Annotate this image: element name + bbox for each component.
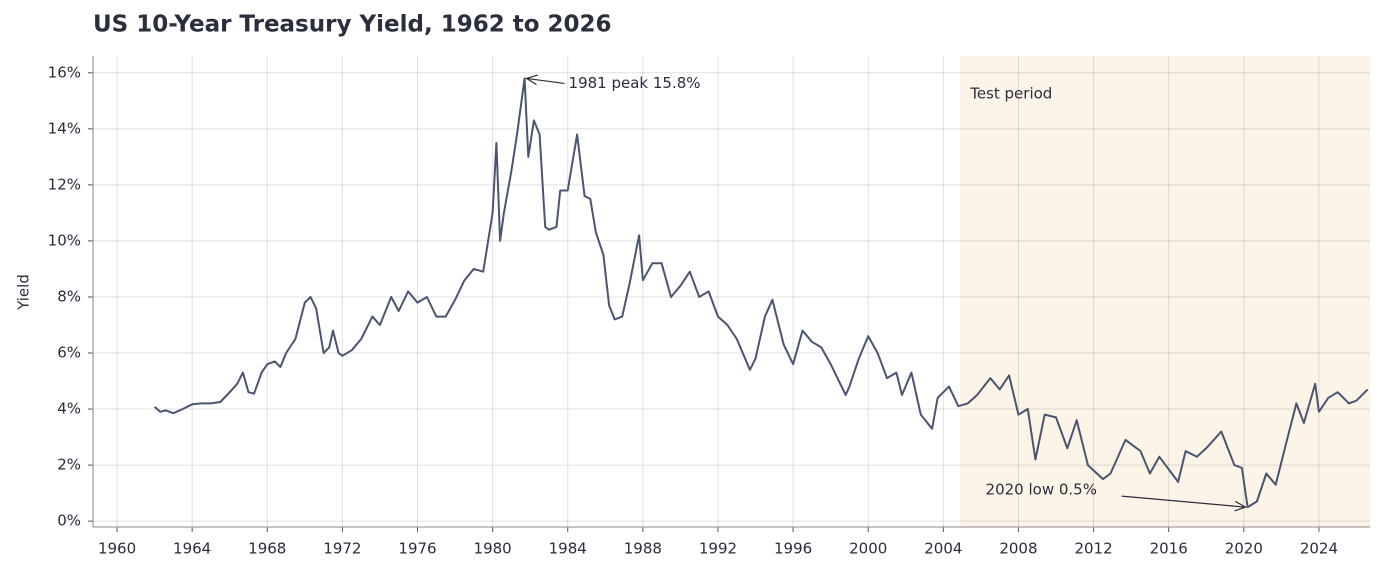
x-tick-label: 2012 (1074, 540, 1112, 558)
x-tick-label: 2008 (999, 540, 1037, 558)
y-tick-label: 14% (48, 119, 81, 137)
y-tick-label: 12% (48, 175, 81, 193)
annotation-text: 1981 peak 15.8% (569, 74, 701, 92)
y-tick-label: 10% (48, 231, 81, 249)
x-tick-label: 1996 (774, 540, 812, 558)
annotation-arrow (527, 78, 565, 83)
y-axis-label: Yield (15, 274, 33, 311)
x-tick-label: 1980 (474, 540, 512, 558)
x-tick-label: 2020 (1225, 540, 1263, 558)
x-tick-label: 2000 (849, 540, 887, 558)
x-tick-label: 1972 (323, 540, 361, 558)
y-tick-label: 16% (48, 63, 81, 81)
y-tick-label: 6% (57, 344, 81, 362)
x-tick-label: 1988 (624, 540, 662, 558)
annotation-arrow (1121, 495, 1246, 507)
y-tick-label: 0% (57, 512, 81, 530)
x-tick-label: 1968 (248, 540, 286, 558)
y-tick-label: 4% (57, 400, 81, 418)
x-tick-label: 1976 (398, 540, 436, 558)
chart-title: US 10-Year Treasury Yield, 1962 to 2026 (93, 12, 612, 38)
y-tick-label: 8% (57, 287, 81, 305)
x-tick-label: 1984 (549, 540, 587, 558)
x-tick-label: 1992 (699, 540, 737, 558)
series-line (153, 77, 1369, 509)
x-tick-label: 2004 (924, 540, 962, 558)
x-tick-label: 1960 (98, 540, 136, 558)
x-tick-label: 2024 (1300, 540, 1338, 558)
x-tick-label: 1964 (173, 540, 211, 558)
test-period-label: Test period (969, 85, 1052, 103)
y-tick-label: 2% (57, 456, 81, 474)
x-tick-label: 2016 (1150, 540, 1188, 558)
test-period-region (960, 56, 1370, 527)
annotation-text: 2020 low 0.5% (986, 481, 1097, 499)
